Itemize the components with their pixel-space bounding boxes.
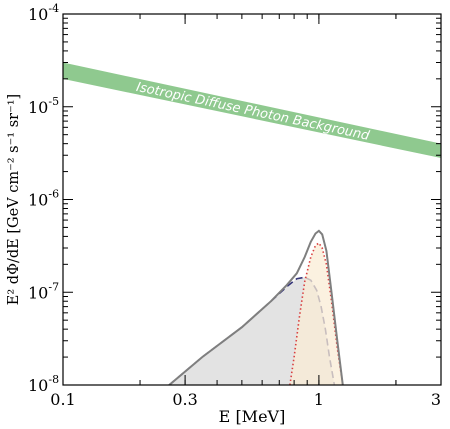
y-tick-label: 10-7 [28,280,59,302]
y-tick-label: 10-4 [28,2,59,24]
y-axis-label: E² dΦ/dE [GeV cm⁻² s⁻¹ sr⁻¹] [6,94,22,305]
y-tick-label: 10-5 [28,95,59,117]
x-tick-label: 0.3 [172,390,197,409]
y-tick-label: 10-6 [28,188,59,210]
x-axis-label: E [MeV] [219,407,286,426]
plot-area [63,62,441,385]
x-tick-label: 1 [314,390,324,409]
y-tick-label: 10-8 [28,373,59,395]
background-band [63,62,441,159]
x-tick-label: 0.1 [50,390,75,409]
axis-ticks: 0.1 0.3 1 3 10-8 10-7 10-6 10-5 10-4 [28,2,442,409]
x-tick-label: 3 [431,390,441,409]
series-3-line [168,229,344,385]
series-2-area [289,243,343,385]
series-2-line [289,241,344,385]
series-1-area [169,277,335,385]
